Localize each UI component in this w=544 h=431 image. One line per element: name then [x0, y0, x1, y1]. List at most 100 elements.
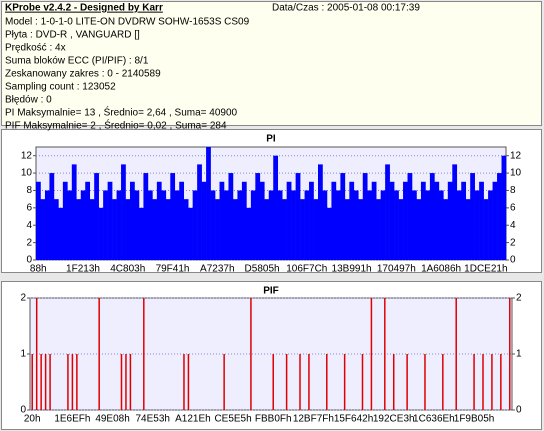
bar	[215, 199, 220, 260]
bar	[67, 190, 73, 260]
info-line: Płyta : DVD-R , VANGUARD []	[5, 30, 140, 41]
info-panel	[1, 1, 542, 126]
y-tick-label: 12	[21, 150, 33, 161]
bar	[309, 181, 314, 260]
bar	[223, 354, 225, 410]
y2-tick-label: 10	[510, 168, 522, 179]
x-tick-label: A7237h	[200, 264, 234, 275]
bar	[455, 298, 457, 410]
bar	[40, 354, 42, 410]
bar	[308, 354, 310, 410]
bar	[474, 190, 480, 260]
chart-title: PI	[266, 134, 276, 145]
bar	[285, 354, 288, 410]
info-line: Prędkość : 4x	[5, 43, 66, 54]
bar	[434, 181, 440, 260]
bar	[138, 207, 144, 260]
bar	[125, 354, 127, 410]
bar	[331, 181, 337, 260]
bar	[130, 181, 135, 260]
bar	[273, 155, 279, 260]
x-tick-label: 1F9B05h	[454, 414, 495, 425]
x-tick-label: 1E6EFh	[54, 414, 90, 425]
y2-tick-label: 0	[516, 405, 522, 416]
bar	[443, 199, 449, 260]
info-line: Model : 1-0-1-0 LITE-ON DVDRW SOHW-1653S…	[5, 17, 250, 28]
bar	[295, 173, 301, 260]
bar	[420, 181, 426, 260]
bar	[371, 181, 377, 260]
bar	[300, 199, 305, 260]
bar	[103, 190, 108, 260]
bar	[161, 190, 167, 260]
bar	[398, 199, 404, 260]
bar	[406, 354, 408, 410]
bar	[483, 199, 489, 260]
bar	[380, 190, 386, 260]
bar	[255, 173, 261, 260]
y-tick-label: 0	[26, 255, 32, 266]
bar	[241, 181, 247, 260]
bar	[452, 164, 458, 260]
bar	[44, 190, 50, 260]
x-tick-label: 170497h	[377, 264, 416, 275]
bar	[438, 190, 444, 260]
chart-title: PIF	[263, 286, 279, 297]
bar	[447, 181, 453, 260]
bar	[112, 199, 117, 260]
bar	[491, 354, 493, 410]
bar	[94, 173, 99, 260]
bar	[340, 173, 346, 260]
bar	[80, 190, 86, 260]
bar	[98, 298, 100, 410]
info-line: PI Maksymalnie= 13 , Średnio= 2,64 , Sum…	[5, 106, 238, 119]
bar	[343, 354, 346, 410]
y2-tick-label: 8	[510, 185, 516, 196]
bar	[228, 173, 234, 260]
bar	[370, 298, 373, 410]
bar	[71, 354, 74, 410]
bar	[89, 199, 95, 260]
bar	[53, 199, 59, 260]
bar	[488, 190, 493, 260]
bar	[197, 164, 202, 260]
bar	[442, 354, 444, 410]
bar	[344, 199, 350, 260]
bar	[147, 190, 153, 260]
bar	[250, 190, 256, 260]
bar	[219, 181, 225, 260]
bar	[170, 173, 176, 260]
bar	[71, 164, 77, 260]
bar	[224, 190, 229, 260]
info-line: PIF Maksymalnie= 2 , Średnio= 0,02 , Sum…	[5, 119, 227, 132]
bar	[49, 173, 55, 260]
x-tick-label: FBB0Fh	[255, 414, 292, 425]
bar	[232, 199, 238, 260]
bar	[358, 199, 364, 260]
bar	[210, 190, 216, 260]
bar	[264, 199, 270, 260]
y-tick-label: 10	[21, 168, 33, 179]
bar	[291, 190, 296, 260]
x-tick-label: 1A6086h	[421, 264, 461, 275]
bar	[482, 354, 484, 410]
bar	[165, 199, 171, 260]
bar	[40, 199, 46, 260]
bar	[183, 199, 189, 260]
bar	[318, 164, 323, 260]
bar	[268, 190, 274, 260]
y-tick-label: 4	[26, 220, 32, 231]
x-tick-label: 192CE3h	[373, 414, 415, 425]
x-tick-label: 106F7Ch	[286, 264, 327, 275]
bar	[492, 181, 498, 260]
bar	[107, 181, 113, 260]
bar	[367, 190, 373, 260]
bar	[98, 207, 104, 260]
bar	[349, 181, 355, 260]
bar	[412, 190, 417, 260]
bar	[62, 181, 68, 260]
info-line: Błędów : 0	[5, 95, 52, 106]
bar	[394, 190, 399, 260]
bar	[461, 181, 467, 260]
